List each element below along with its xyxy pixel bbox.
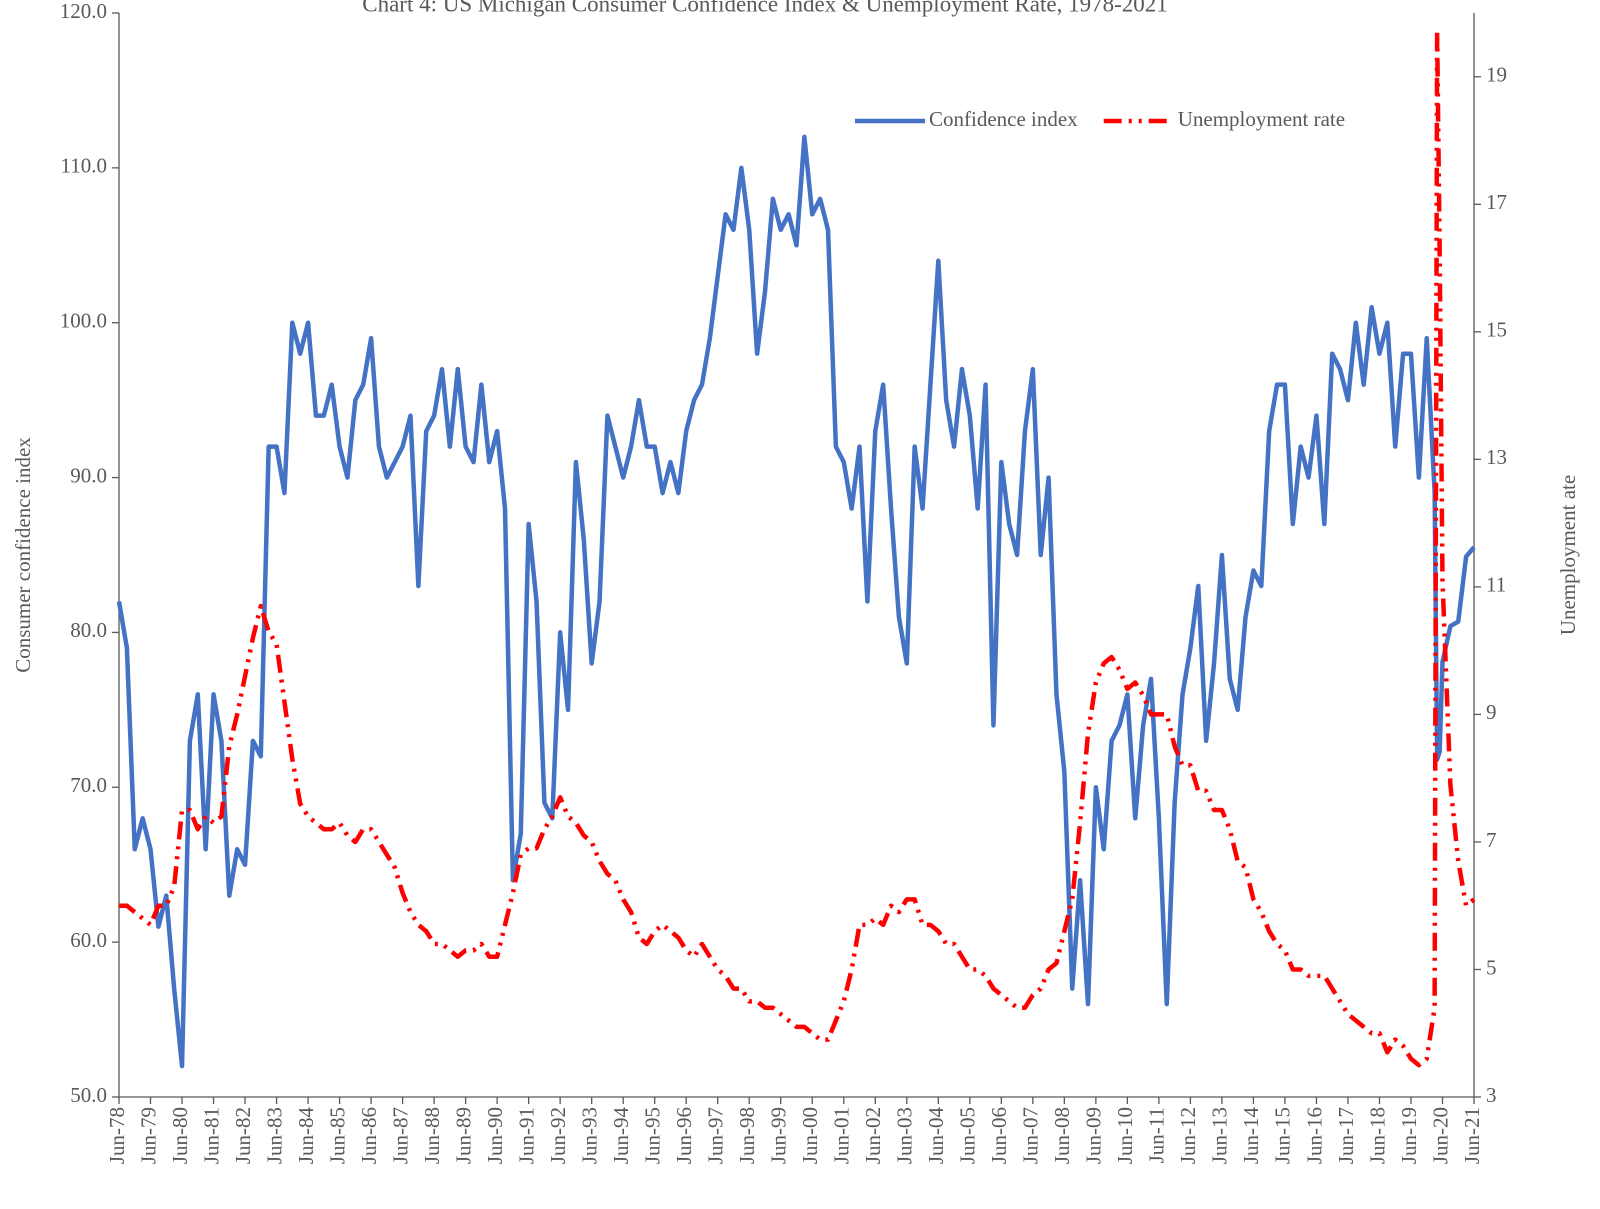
y-tick-label: 50.0 [70,1083,107,1107]
y2-tick-label: 7 [1486,828,1497,852]
x-tick-label: Jun-08 [1050,1107,1074,1164]
x-tick-label: Jun-14 [1239,1107,1263,1165]
x-tick-label: Jun-18 [1365,1107,1389,1164]
x-tick-label: Jun-78 [105,1107,129,1164]
x-tick-label: Jun-88 [420,1107,444,1164]
x-tick-label: Jun-89 [451,1107,475,1164]
y2-axis-label: Unemployment ate [1556,475,1580,635]
x-tick-label: Jun-17 [1334,1107,1358,1164]
data-line [116,134,1476,1069]
x-tick-label: Jun-94 [609,1107,633,1165]
x-tick-label: Jun-06 [987,1107,1011,1164]
y2-tick-label: 3 [1486,1083,1497,1107]
legend-label: Unemployment rate [1178,107,1345,131]
x-tick-label: Jun-97 [704,1107,728,1164]
x-tick-label: Jun-15 [1271,1107,1295,1164]
y-axis-label: Consumer confidence index [11,437,35,673]
legend-label: Confidence index [929,107,1078,131]
x-tick-label: Jun-07 [1019,1107,1043,1164]
x-tick-label: Jun-10 [1113,1107,1137,1164]
y2-tick-label: 17 [1486,190,1507,214]
x-tick-label: Jun-19 [1397,1107,1421,1164]
y-tick-label: 110.0 [61,154,107,178]
y-tick-label: 120.0 [60,0,107,23]
x-tick-label: Jun-90 [483,1107,507,1164]
y2-tick-label: 13 [1486,445,1507,469]
x-tick-label: Jun-20 [1428,1107,1452,1164]
x-tick-label: Jun-79 [136,1107,160,1164]
y2-tick-label: 11 [1486,573,1506,597]
x-tick-label: Jun-80 [168,1107,192,1164]
x-tick-label: Jun-92 [546,1107,570,1164]
x-tick-label: Jun-00 [798,1107,822,1164]
x-tick-label: Jun-09 [1082,1107,1106,1164]
x-tick-label: Jun-01 [830,1107,854,1164]
chart-title: Chart 4: US Michigan Consumer Confidence… [362,0,1168,16]
x-tick-label: Jun-16 [1302,1107,1326,1164]
x-tick-label: Jun-93 [577,1107,601,1164]
x-tick-label: Jun-05 [956,1107,980,1164]
y-tick-label: 70.0 [70,773,107,797]
x-tick-label: Jun-86 [357,1107,381,1164]
x-tick-label: Jun-85 [325,1107,349,1164]
y2-tick-label: 19 [1486,63,1507,87]
y2-tick-label: 9 [1486,700,1497,724]
x-tick-label: Jun-87 [388,1107,412,1164]
x-tick-label: Jun-99 [767,1107,791,1164]
x-tick-label: Jun-03 [893,1107,917,1164]
y-tick-label: 80.0 [70,618,107,642]
x-tick-label: Jun-95 [641,1107,665,1164]
x-tick-label: Jun-91 [514,1107,538,1164]
x-tick-label: Jun-83 [262,1107,286,1164]
x-tick-label: Jun-02 [861,1107,885,1164]
x-tick-label: Jun-98 [735,1107,759,1164]
x-tick-label: Jun-96 [672,1107,696,1164]
y-tick-label: 60.0 [70,928,107,952]
y-tick-label: 100.0 [60,309,107,333]
x-tick-label: Jun-84 [294,1107,318,1165]
data-line [119,29,1476,1068]
x-tick-label: Jun-13 [1208,1107,1232,1164]
x-tick-label: Jun-12 [1176,1107,1200,1164]
x-tick-label: Jun-81 [199,1107,223,1164]
x-tick-label: Jun-11 [1145,1107,1169,1163]
x-tick-label: Jun-82 [231,1107,255,1164]
y-tick-label: 90.0 [70,463,107,487]
x-tick-label: Jun-21 [1460,1107,1484,1164]
y2-tick-label: 15 [1486,318,1507,342]
y2-tick-label: 5 [1486,955,1497,979]
x-tick-label: Jun-04 [924,1107,948,1165]
